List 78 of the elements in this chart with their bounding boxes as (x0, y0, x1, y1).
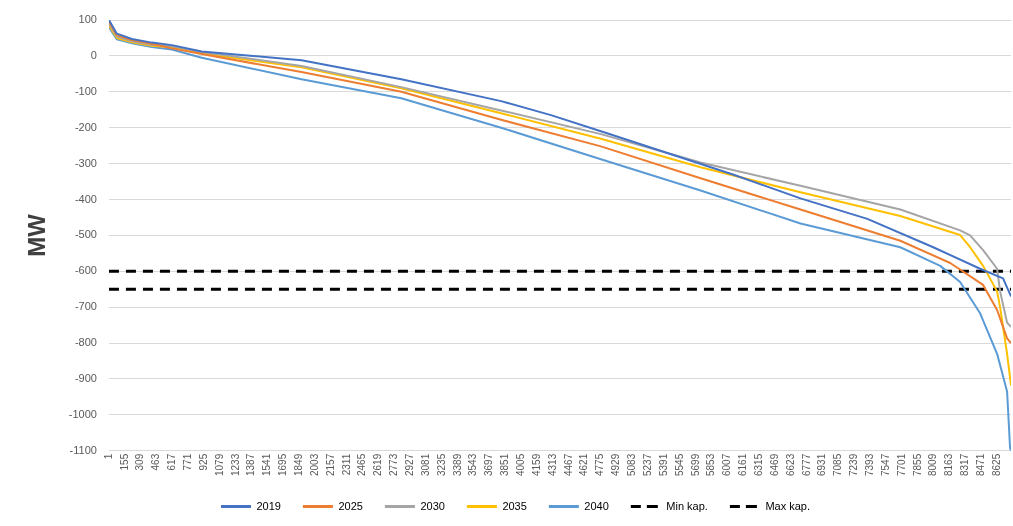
x-tick-label: 925 (197, 453, 209, 471)
x-tick-label: 1387 (245, 453, 257, 476)
x-tick-label: 5237 (641, 453, 653, 476)
x-tick-label: 6623 (784, 453, 796, 476)
legend-label: Min kap. (666, 499, 708, 512)
y-tick-label: -600 (74, 264, 97, 277)
x-tick-label: 1541 (261, 453, 273, 476)
x-tick-label: 8009 (927, 453, 939, 476)
x-tick-label: 8317 (959, 453, 971, 476)
legend-label: 2040 (584, 499, 609, 512)
x-tick-label: 8625 (990, 453, 1002, 476)
x-tick-label: 309 (134, 453, 146, 471)
x-tick-label: 3235 (435, 453, 447, 476)
x-tick-label: 4159 (530, 453, 542, 476)
x-tick-label: 5391 (657, 453, 669, 476)
x-tick-label: 7855 (911, 453, 923, 476)
x-tick-label: 3543 (467, 453, 479, 476)
y-tick-label: -300 (74, 156, 97, 169)
x-tick-label: 2927 (404, 453, 416, 476)
x-tick-label: 2003 (308, 453, 320, 476)
y-tick-label: -200 (74, 120, 97, 133)
x-tick-label: 2773 (388, 453, 400, 476)
x-tick-label: 6007 (721, 453, 733, 476)
x-tick-label: 2619 (372, 453, 384, 476)
x-tick-label: 3389 (451, 453, 463, 476)
x-tick-label: 1233 (229, 453, 241, 476)
x-tick-label: 6777 (800, 453, 812, 476)
y-tick-label: -700 (74, 300, 97, 313)
x-tick-label: 4467 (562, 453, 574, 476)
x-tick-label: 4005 (515, 453, 527, 476)
x-tick-label: 7085 (832, 453, 844, 476)
y-tick-label: -500 (74, 228, 97, 241)
x-tick-label: 6161 (737, 453, 749, 476)
x-tick-label: 617 (166, 453, 178, 471)
x-tick-label: 155 (118, 453, 130, 471)
x-tick-label: 5083 (626, 453, 638, 476)
x-tick-label: 5699 (689, 453, 701, 476)
y-tick-label: 0 (90, 48, 97, 61)
x-tick-label: 463 (150, 453, 162, 471)
x-tick-label: 6931 (816, 453, 828, 476)
x-tick-label: 6469 (768, 453, 780, 476)
y-tick-label: -1000 (68, 407, 97, 420)
x-tick-label: 1849 (293, 453, 304, 476)
x-tick-label: 2157 (324, 453, 336, 476)
legend-label: 2030 (420, 499, 445, 512)
x-tick-label: 4929 (610, 453, 622, 476)
x-tick-label: 1079 (213, 453, 225, 476)
x-tick-label: 2465 (356, 453, 368, 476)
y-tick-label: -400 (74, 192, 97, 205)
x-tick-label: 7239 (848, 453, 860, 476)
x-tick-label: 3081 (419, 453, 431, 476)
x-tick-label: 3851 (499, 453, 511, 476)
x-tick-label: 5853 (705, 453, 717, 476)
y-tick-label: 100 (78, 13, 97, 26)
y-tick-label: -1100 (69, 443, 97, 456)
legend-label: 2035 (502, 499, 527, 512)
x-tick-label: 5545 (673, 453, 685, 476)
legend-label: Max kap. (765, 499, 811, 512)
x-tick-label: 7701 (895, 453, 907, 476)
x-tick-label: 3697 (483, 453, 495, 476)
x-tick-label: 8471 (974, 453, 986, 476)
x-tick-label: 7393 (863, 453, 875, 476)
y-tick-label: -900 (74, 371, 97, 384)
y-axis-title: MW (23, 213, 51, 257)
x-tick-label: 1695 (277, 453, 289, 476)
x-tick-label: 8163 (943, 453, 955, 476)
x-tick-label: 2311 (340, 453, 352, 476)
x-tick-label: 4775 (594, 453, 606, 476)
x-tick-label: 1 (102, 453, 114, 460)
x-tick-label: 4313 (546, 453, 558, 476)
x-tick-label: 6315 (752, 453, 764, 476)
y-tick-label: -100 (74, 84, 97, 97)
legend-label: 2019 (256, 499, 281, 512)
x-tick-label: 771 (181, 453, 193, 471)
y-tick-label: -800 (74, 336, 97, 349)
x-tick-label: 4621 (578, 453, 590, 476)
legend-label: 2025 (338, 499, 363, 512)
x-tick-label: 7547 (879, 453, 891, 476)
